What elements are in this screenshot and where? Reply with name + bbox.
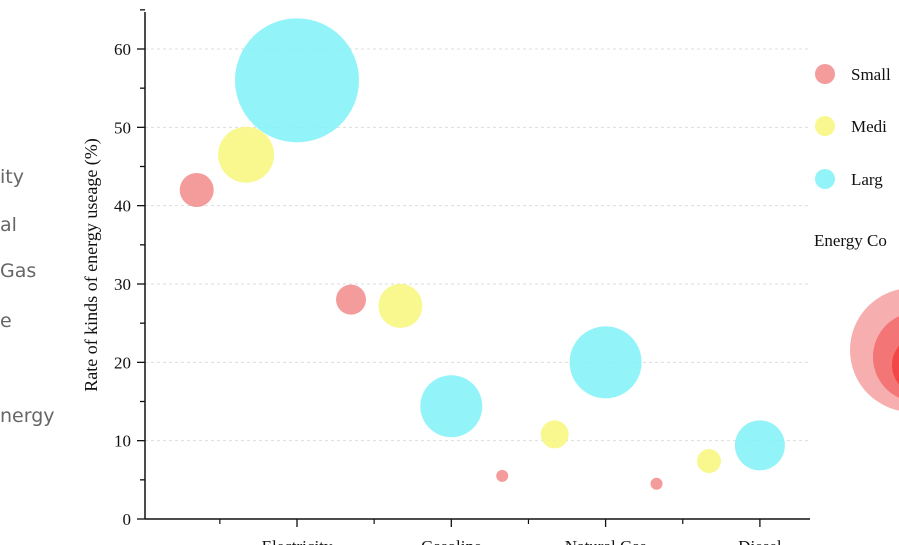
y-tick-label: 30 (114, 275, 131, 294)
axes: 0 10 20 30 40 50 60 Electricity Gasoline Natural … (81, 9, 810, 545)
bubble-small (336, 284, 367, 315)
bubbles (179, 18, 785, 490)
legend: Small Medi Larg Energy Co (814, 64, 899, 411)
x-tick-label: Natural Gas (565, 537, 647, 545)
size-legend-title: Energy Co (814, 231, 887, 250)
legend-marker-large (815, 169, 835, 189)
y-tick-label: 60 (114, 40, 131, 59)
legend-label: Medi (851, 117, 887, 136)
bubble-large (734, 420, 785, 471)
bubble-medium (540, 420, 569, 449)
y-tick-label: 0 (123, 510, 132, 529)
left-category-label: al (0, 214, 17, 236)
bubble-medium (218, 126, 275, 183)
legend-marker-medium (815, 116, 835, 136)
y-tick-label: 10 (114, 432, 131, 451)
left-category-label: nergy (0, 405, 55, 427)
bubble-medium (696, 449, 721, 474)
legend-label: Small (851, 65, 891, 84)
bubble-large (420, 375, 483, 438)
legend-marker-small (815, 64, 835, 84)
bubble-small (496, 469, 509, 482)
y-tick-label: 40 (114, 197, 131, 216)
size-legend-circle (873, 316, 899, 398)
legend-label: Larg (851, 170, 883, 189)
left-category-label: Gas (0, 260, 37, 282)
left-category-label: ity (0, 166, 24, 188)
x-tick-label: Electricity (262, 537, 333, 545)
size-legend-circle (892, 345, 899, 385)
y-tick-label: 20 (114, 353, 131, 372)
bubble-medium (378, 283, 423, 328)
y-tick-label: 50 (114, 118, 131, 137)
bubble-small (650, 477, 663, 490)
left-category-label: e (0, 310, 12, 332)
x-tick-label: Diesel (738, 537, 782, 545)
bubble-small (179, 173, 214, 207)
x-tick-label: Gasoline (421, 537, 481, 545)
bubble-large (235, 18, 359, 143)
y-axis-title: Rate of kinds of energy useage (%) (81, 138, 102, 392)
bubble-large (569, 326, 642, 399)
